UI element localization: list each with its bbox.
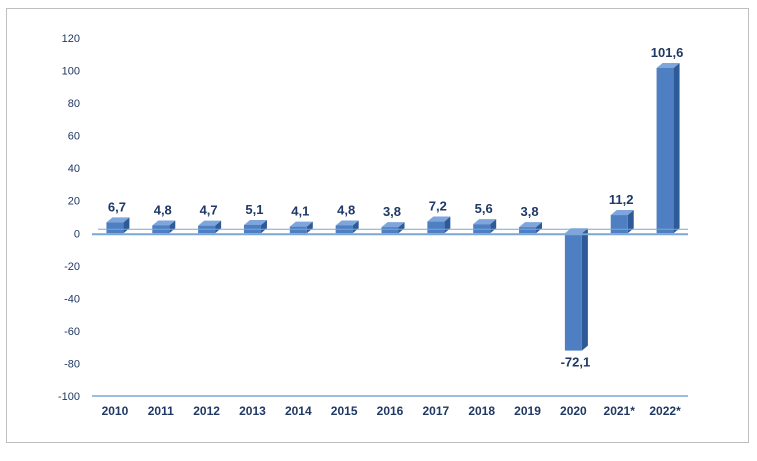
y-tick-label: 80 xyxy=(68,98,80,110)
bar-front xyxy=(656,67,674,234)
bar-front xyxy=(381,227,399,234)
y-tick-label: 100 xyxy=(62,66,80,78)
bar-side xyxy=(306,221,313,234)
bar xyxy=(473,219,497,234)
x-tick-label: 2022* xyxy=(649,404,681,418)
bar-top xyxy=(152,220,176,226)
x-tick-label: 2016 xyxy=(377,404,404,418)
bar xyxy=(610,210,634,234)
bar-top xyxy=(519,222,543,228)
data-label: 7,2 xyxy=(429,199,447,214)
x-axis: 2010 2011 2012 2013 2014 2015 2016 2017 2018 2019… xyxy=(92,228,688,418)
bar xyxy=(335,220,359,234)
data-labels: 6,7 4,8 4,7 5,1 4,1 4,8 3,8 7,2 5,6 3,8 -72,1 11,2 1… xyxy=(108,45,683,370)
bar-top xyxy=(243,219,267,225)
y-tick-label: 40 xyxy=(68,163,80,175)
bar xyxy=(198,220,222,234)
data-label: 3,8 xyxy=(383,204,401,219)
data-label: 101,6 xyxy=(651,45,684,60)
bar-side xyxy=(536,222,543,234)
x-tick-label: 2015 xyxy=(331,404,358,418)
y-axis: 120 100 80 60 40 20 0 -20 -40 -60 -80 -100 xyxy=(58,33,80,403)
bar-top xyxy=(335,220,359,226)
data-label: 4,8 xyxy=(337,202,355,217)
bar-top xyxy=(289,221,313,227)
y-tick-label: 60 xyxy=(68,131,80,143)
bar-top xyxy=(473,219,497,225)
bar-side xyxy=(398,222,405,234)
y-tick-label: -100 xyxy=(58,391,80,403)
x-tick-label: 2011 xyxy=(148,404,174,418)
bar xyxy=(381,222,405,234)
y-tick-label: 120 xyxy=(62,33,80,45)
bar-top xyxy=(610,210,634,216)
x-tick-label: 2012 xyxy=(193,404,220,418)
bar-side xyxy=(352,220,359,234)
bar xyxy=(427,216,451,234)
bar xyxy=(106,217,130,234)
x-tick-label: 2018 xyxy=(468,404,495,418)
bar-front xyxy=(564,233,582,351)
data-label: 5,6 xyxy=(475,201,493,216)
x-tick-label: 2017 xyxy=(422,404,449,418)
bar-side xyxy=(673,62,680,234)
y-tick-label: 20 xyxy=(68,196,80,208)
bar-side xyxy=(627,210,634,234)
bar-front xyxy=(610,215,628,234)
x-tick-label: 2014 xyxy=(285,404,312,418)
bar xyxy=(243,219,267,234)
bar-top xyxy=(198,220,222,226)
y-tick-label: -20 xyxy=(64,261,80,273)
y-tick-label: -80 xyxy=(64,358,80,370)
bar-side xyxy=(260,219,267,234)
chart-frame xyxy=(6,8,749,443)
bar-top xyxy=(656,62,680,68)
bar-top xyxy=(427,216,451,222)
bar-side xyxy=(215,220,222,234)
bar xyxy=(564,228,588,351)
data-label: 5,1 xyxy=(245,202,263,217)
x-tick-label: 2019 xyxy=(514,404,541,418)
data-label: 4,1 xyxy=(291,204,309,219)
bar xyxy=(656,62,680,234)
bar-front xyxy=(473,224,491,234)
x-tick-label: 2021* xyxy=(604,404,636,418)
data-label: 11,2 xyxy=(609,192,634,207)
y-tick-label: -40 xyxy=(64,293,80,305)
data-label: 4,7 xyxy=(200,203,218,218)
x-tick-label: 2010 xyxy=(102,404,129,418)
bar-side xyxy=(581,228,588,351)
bar-front xyxy=(106,222,124,234)
data-label: 3,8 xyxy=(520,204,538,219)
bar-front xyxy=(427,221,445,234)
bar-front xyxy=(519,227,537,234)
data-label: 6,7 xyxy=(108,199,126,214)
bar xyxy=(152,220,176,234)
data-label: 4,8 xyxy=(154,202,172,217)
x-tick-label: 2013 xyxy=(239,404,266,418)
y-tick-label: 0 xyxy=(74,228,80,240)
x-tick-label: 2020 xyxy=(560,404,587,418)
y-tick-label: -60 xyxy=(64,326,80,338)
bar-top xyxy=(381,222,405,228)
bar-front xyxy=(289,226,307,234)
bar xyxy=(289,221,313,234)
bar-side xyxy=(169,220,176,234)
bar xyxy=(519,222,543,234)
data-label: -72,1 xyxy=(561,355,591,370)
bar-top xyxy=(106,217,130,223)
